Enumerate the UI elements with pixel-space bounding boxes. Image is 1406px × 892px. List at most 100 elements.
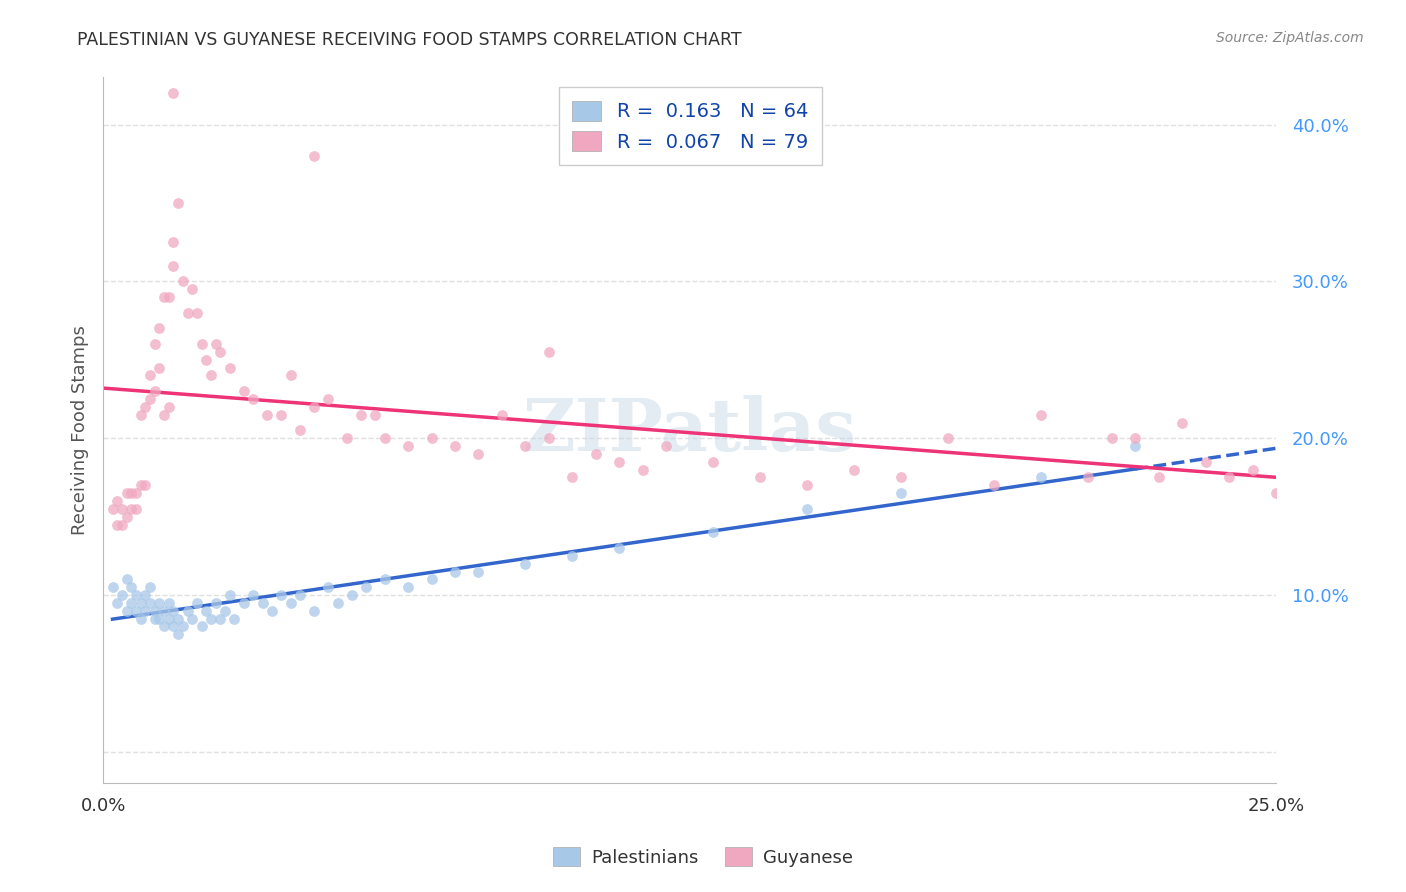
Point — [537, 345, 560, 359]
Point — [153, 290, 176, 304]
Point — [157, 290, 180, 304]
Point — [515, 557, 537, 571]
Point — [115, 486, 138, 500]
Point — [1031, 408, 1053, 422]
Point — [256, 408, 278, 422]
Point — [631, 462, 654, 476]
Point — [340, 588, 363, 602]
Point — [120, 486, 142, 500]
Legend: Palestinians, Guyanese: Palestinians, Guyanese — [546, 840, 860, 874]
Point — [1194, 455, 1216, 469]
Point — [444, 439, 467, 453]
Point — [288, 424, 311, 438]
Point — [491, 408, 513, 422]
Point — [157, 400, 180, 414]
Point — [143, 384, 166, 399]
Point — [1241, 462, 1264, 476]
Point — [125, 604, 148, 618]
Point — [204, 596, 226, 610]
Point — [162, 86, 184, 100]
Point — [115, 604, 138, 618]
Point — [318, 392, 340, 406]
Point — [354, 580, 377, 594]
Point — [101, 501, 124, 516]
Point — [364, 408, 387, 422]
Point — [181, 612, 204, 626]
Point — [120, 501, 142, 516]
Point — [1265, 486, 1288, 500]
Point — [232, 384, 254, 399]
Point — [115, 573, 138, 587]
Point — [374, 431, 396, 445]
Point — [561, 549, 583, 563]
Point — [270, 588, 292, 602]
Point — [288, 588, 311, 602]
Point — [1101, 431, 1123, 445]
Point — [200, 612, 222, 626]
Point — [134, 478, 156, 492]
Point — [172, 274, 194, 288]
Point — [111, 501, 134, 516]
Point — [1123, 439, 1146, 453]
Point — [242, 392, 264, 406]
Point — [218, 588, 240, 602]
Point — [162, 259, 184, 273]
Point — [515, 439, 537, 453]
Point — [129, 612, 152, 626]
Point — [890, 486, 912, 500]
Point — [796, 478, 818, 492]
Point — [280, 368, 302, 383]
Point — [204, 337, 226, 351]
Point — [162, 619, 184, 633]
Point — [200, 368, 222, 383]
Point — [105, 596, 128, 610]
Point — [157, 596, 180, 610]
Point — [936, 431, 959, 445]
Point — [336, 431, 359, 445]
Point — [153, 408, 176, 422]
Point — [214, 604, 236, 618]
Point — [302, 604, 325, 618]
Point — [270, 408, 292, 422]
Legend: R =  0.163   N = 64, R =  0.067   N = 79: R = 0.163 N = 64, R = 0.067 N = 79 — [558, 87, 823, 165]
Point — [162, 604, 184, 618]
Text: PALESTINIAN VS GUYANESE RECEIVING FOOD STAMPS CORRELATION CHART: PALESTINIAN VS GUYANESE RECEIVING FOOD S… — [77, 31, 742, 49]
Point — [302, 400, 325, 414]
Point — [115, 509, 138, 524]
Point — [134, 588, 156, 602]
Point — [105, 494, 128, 508]
Text: ZIPatlas: ZIPatlas — [523, 395, 856, 466]
Point — [655, 439, 678, 453]
Point — [148, 321, 170, 335]
Point — [350, 408, 373, 422]
Point — [252, 596, 274, 610]
Point — [143, 612, 166, 626]
Point — [153, 604, 176, 618]
Point — [1147, 470, 1170, 484]
Point — [983, 478, 1005, 492]
Point — [585, 447, 607, 461]
Point — [129, 478, 152, 492]
Point — [1077, 470, 1099, 484]
Point — [143, 604, 166, 618]
Point — [209, 612, 232, 626]
Point — [157, 612, 180, 626]
Point — [125, 501, 148, 516]
Point — [218, 360, 240, 375]
Point — [129, 408, 152, 422]
Point — [186, 596, 208, 610]
Point — [326, 596, 349, 610]
Point — [176, 306, 198, 320]
Point — [134, 604, 156, 618]
Point — [139, 392, 162, 406]
Point — [607, 541, 630, 555]
Point — [139, 596, 162, 610]
Point — [1031, 470, 1053, 484]
Point — [195, 604, 218, 618]
Point — [162, 235, 184, 249]
Point — [537, 431, 560, 445]
Point — [318, 580, 340, 594]
Point — [120, 596, 142, 610]
Point — [374, 573, 396, 587]
Point — [467, 565, 489, 579]
